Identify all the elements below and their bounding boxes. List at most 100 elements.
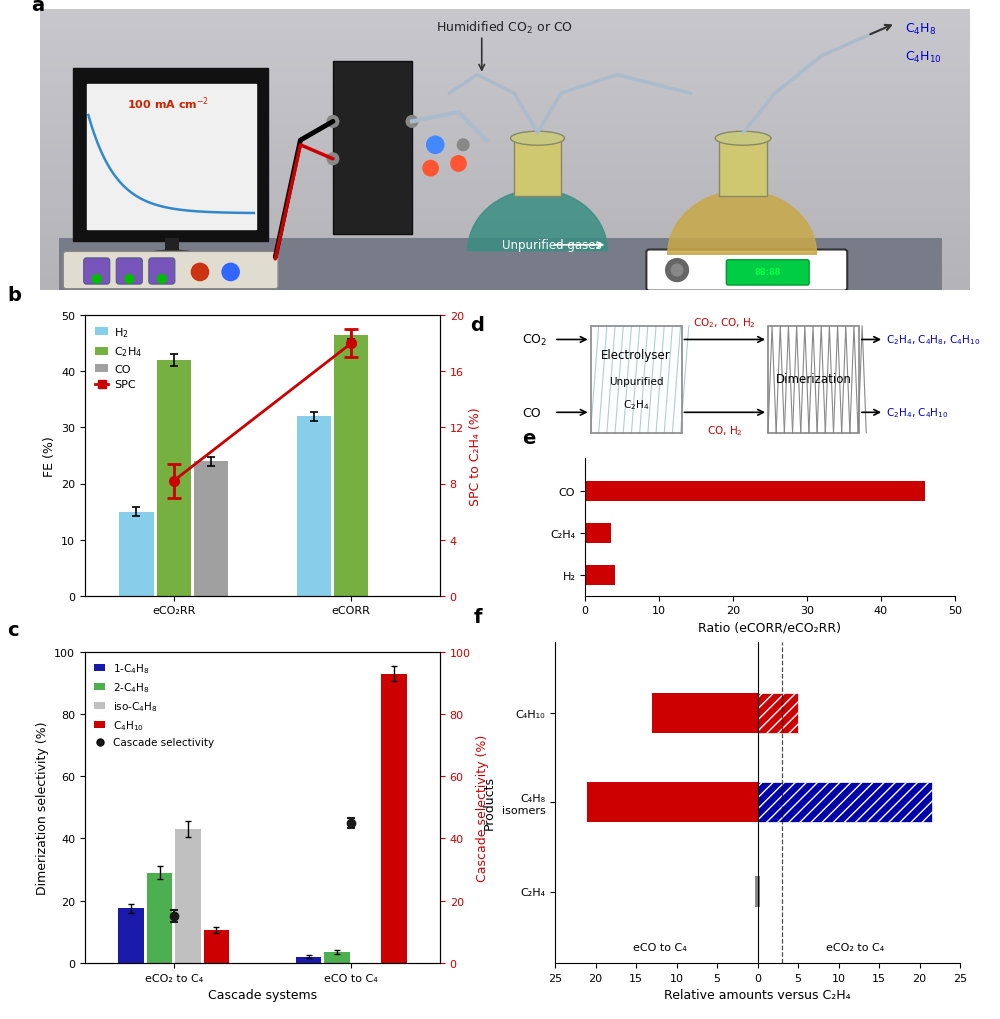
Circle shape	[221, 263, 240, 282]
Bar	[40, 178, 970, 181]
Circle shape	[326, 116, 339, 128]
Bar	[40, 260, 970, 263]
Bar	[40, 41, 970, 44]
Bar	[40, 206, 970, 209]
Bar	[40, 209, 970, 212]
FancyBboxPatch shape	[59, 239, 942, 290]
Circle shape	[326, 153, 339, 166]
Bar	[40, 153, 970, 156]
FancyBboxPatch shape	[84, 259, 110, 284]
Bar	[297, 417, 331, 596]
FancyBboxPatch shape	[514, 139, 561, 197]
Bar	[40, 117, 970, 119]
Text: Humidified CO$_2$ or CO: Humidified CO$_2$ or CO	[436, 19, 574, 36]
Polygon shape	[468, 191, 607, 252]
Text: 88:88: 88:88	[754, 268, 780, 277]
Bar	[40, 36, 970, 38]
Text: C$_4$H$_8$: C$_4$H$_8$	[905, 21, 936, 37]
Bar	[40, 77, 970, 81]
Bar	[40, 150, 970, 153]
Bar	[40, 49, 970, 52]
Text: Electrolyser: Electrolyser	[601, 348, 671, 361]
Text: CO$_2$, CO, H$_2$: CO$_2$, CO, H$_2$	[693, 316, 756, 330]
Bar	[40, 10, 970, 13]
Y-axis label: Cascade selectivity (%): Cascade selectivity (%)	[476, 734, 489, 881]
Bar	[40, 111, 970, 114]
Bar	[40, 94, 970, 97]
Bar	[585, 566, 615, 585]
Bar	[40, 71, 970, 74]
Bar	[40, 86, 970, 89]
Bar	[296, 957, 321, 963]
Bar	[40, 133, 970, 137]
Bar	[40, 218, 970, 220]
Bar	[755, 876, 758, 907]
Bar	[40, 198, 970, 201]
Bar	[40, 89, 970, 92]
Bar	[40, 58, 970, 61]
Bar	[40, 252, 970, 254]
Y-axis label: Products: Products	[483, 775, 496, 829]
Bar	[40, 246, 970, 249]
Bar	[40, 130, 970, 133]
Bar	[40, 181, 970, 183]
Bar	[652, 693, 758, 734]
Bar	[40, 47, 970, 49]
Bar	[40, 119, 970, 122]
Bar	[40, 66, 970, 69]
Circle shape	[426, 137, 445, 155]
Bar	[40, 44, 970, 47]
Bar	[40, 161, 970, 164]
Bar	[758, 783, 932, 822]
Bar	[40, 140, 970, 142]
Bar	[585, 524, 611, 543]
Bar	[40, 52, 970, 55]
Text: CO, H$_2$: CO, H$_2$	[707, 423, 743, 437]
FancyBboxPatch shape	[116, 259, 142, 284]
Bar	[40, 263, 970, 265]
Ellipse shape	[142, 251, 202, 263]
Bar	[758, 693, 798, 734]
Bar	[40, 201, 970, 204]
Circle shape	[92, 274, 102, 284]
Bar	[40, 69, 970, 71]
FancyBboxPatch shape	[333, 61, 412, 234]
Bar	[40, 63, 970, 66]
Y-axis label: Dimerization selectivity (%): Dimerization selectivity (%)	[36, 720, 49, 895]
Bar	[40, 243, 970, 246]
Text: e: e	[522, 429, 535, 447]
Circle shape	[124, 274, 134, 284]
Bar	[40, 33, 970, 36]
Circle shape	[405, 116, 419, 128]
Bar	[40, 74, 970, 77]
Text: Unpurified gases: Unpurified gases	[502, 239, 601, 252]
FancyBboxPatch shape	[149, 259, 175, 284]
Bar	[40, 231, 970, 234]
Bar	[40, 257, 970, 260]
Text: Unpurified: Unpurified	[609, 377, 663, 387]
Bar	[40, 276, 970, 279]
Bar	[157, 361, 191, 596]
X-axis label: Relative amounts versus C₂H₄: Relative amounts versus C₂H₄	[664, 988, 851, 1002]
Bar	[587, 783, 758, 822]
Circle shape	[191, 263, 209, 282]
Bar	[40, 106, 970, 108]
Bar	[40, 274, 970, 276]
Bar	[40, 13, 970, 15]
X-axis label: Ratio (eCORR/eCO₂RR): Ratio (eCORR/eCO₂RR)	[698, 622, 842, 635]
Bar	[40, 212, 970, 215]
Bar	[40, 128, 970, 130]
Bar	[40, 60, 970, 63]
Text: CO$_2$: CO$_2$	[522, 332, 548, 347]
Bar	[40, 172, 970, 175]
Y-axis label: FE (%): FE (%)	[43, 436, 56, 476]
Bar	[147, 873, 172, 963]
Bar	[40, 148, 970, 150]
Text: C$_2$H$_4$: C$_2$H$_4$	[623, 397, 649, 412]
Bar	[40, 97, 970, 100]
FancyBboxPatch shape	[719, 139, 767, 197]
Legend: H$_2$, C$_2$H$_4$, CO, SPC: H$_2$, C$_2$H$_4$, CO, SPC	[91, 321, 146, 394]
Circle shape	[157, 274, 167, 284]
Bar	[194, 462, 228, 596]
Text: f: f	[474, 607, 482, 626]
